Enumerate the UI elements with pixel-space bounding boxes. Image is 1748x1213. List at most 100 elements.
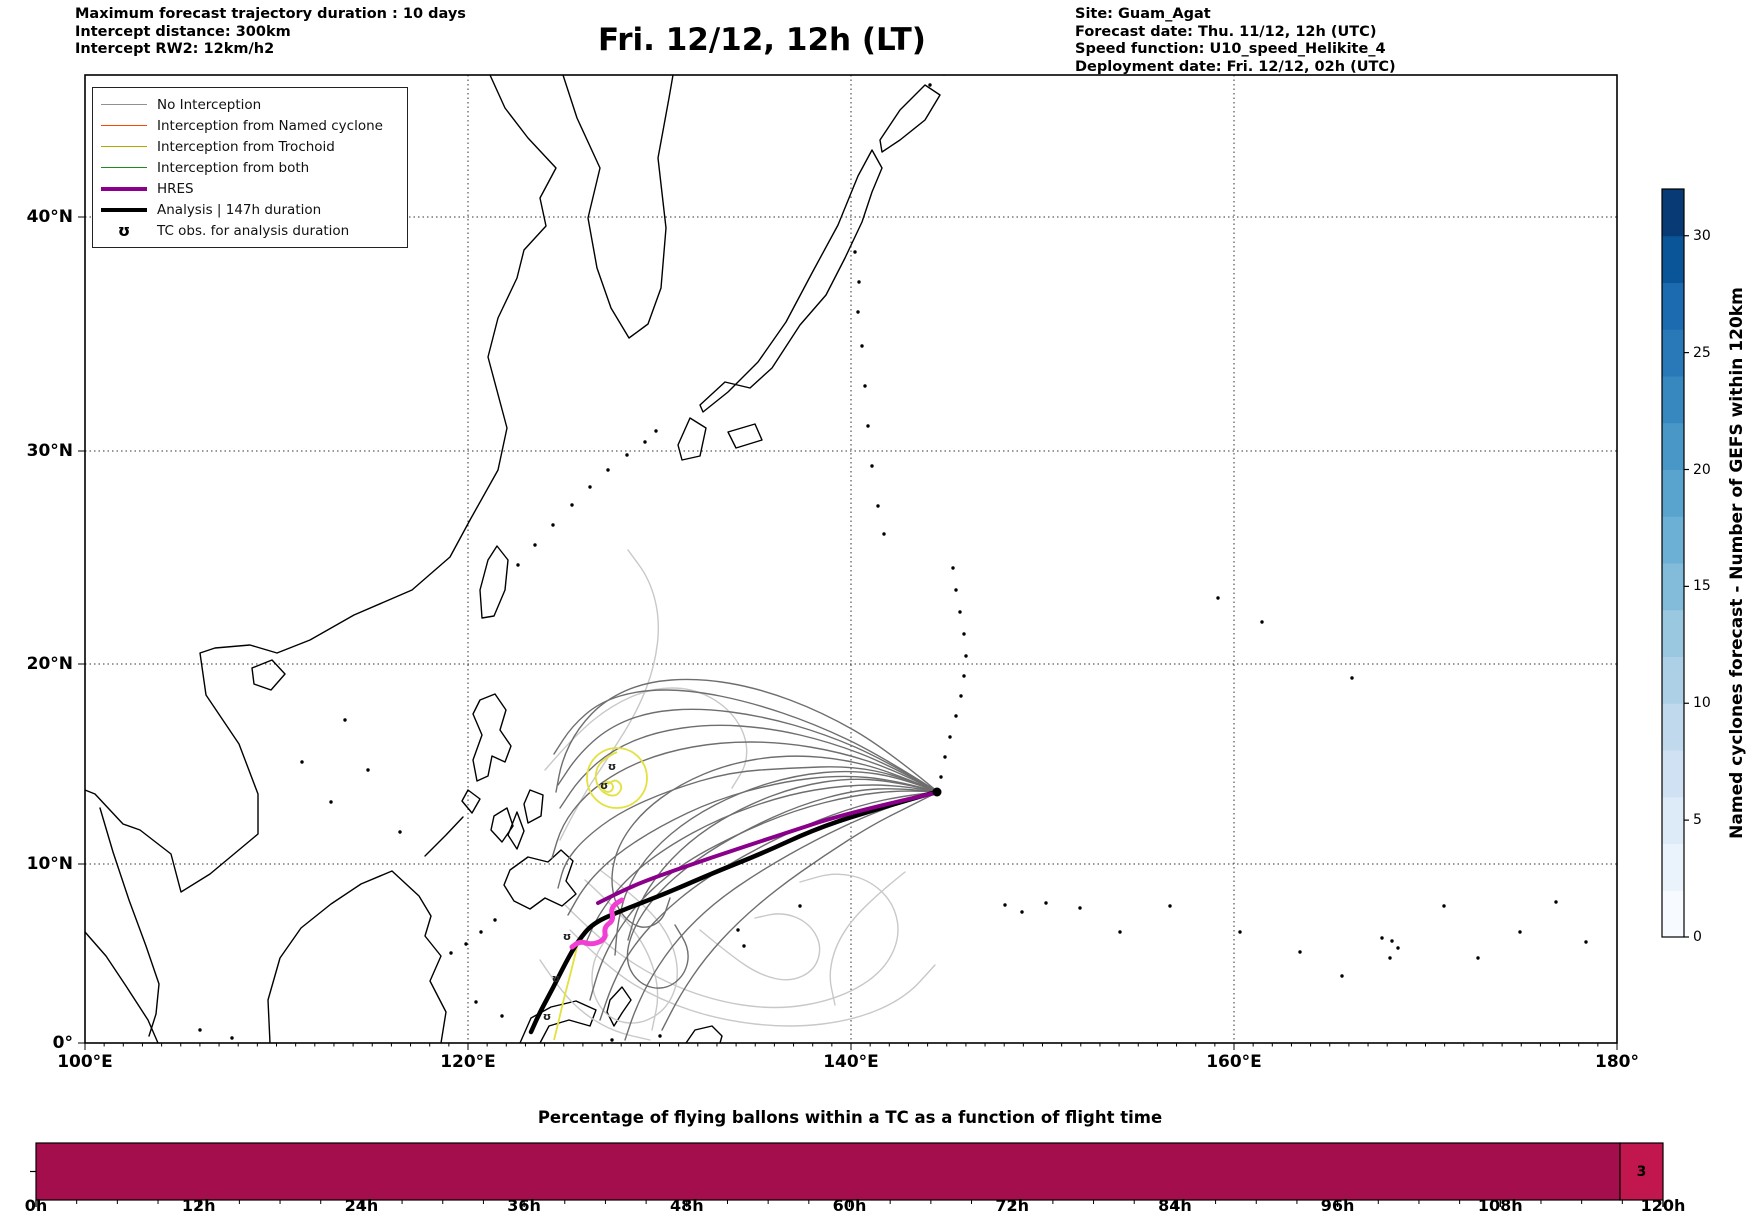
colorbar-segment bbox=[1662, 750, 1684, 798]
coast-palawan bbox=[424, 816, 464, 857]
legend-line-sample bbox=[101, 167, 147, 168]
colorbar-segment bbox=[1662, 890, 1684, 938]
legend-item: ʊ TC obs. for analysis duration bbox=[101, 220, 399, 241]
xtick-label: 120°E bbox=[440, 1052, 496, 1072]
trajectory-no-interception bbox=[539, 959, 651, 1041]
trajectory-no-interception bbox=[591, 869, 678, 1024]
colorbar-tick-label: 20 bbox=[1693, 461, 1711, 478]
trajectory-ensemble bbox=[627, 778, 939, 941]
coast-asia-mainland bbox=[85, 75, 557, 893]
trajectory-ensemble bbox=[555, 678, 939, 793]
bar-main-segment bbox=[35, 1142, 1621, 1201]
trochoid-circle bbox=[586, 747, 648, 809]
map-legend: No Interception Interception from Named c… bbox=[92, 87, 408, 248]
xtick-label: 180° bbox=[1595, 1052, 1639, 1072]
bar-highlight-segment bbox=[1619, 1142, 1664, 1201]
bar-xtick-label: 84h bbox=[1158, 1196, 1192, 1213]
colorbar-segment bbox=[1662, 656, 1684, 704]
island-dots bbox=[198, 75, 1588, 1042]
legend-item: Interception from both bbox=[101, 157, 399, 178]
tc-obs-marker: ʊ bbox=[608, 760, 617, 773]
colorbar-segment bbox=[1662, 469, 1684, 517]
header-left-block: Maximum forecast trajectory duration : 1… bbox=[75, 6, 466, 59]
colorbar-segment bbox=[1662, 563, 1684, 611]
bar-xtick-label: 120h bbox=[1640, 1196, 1686, 1213]
legend-line-sample bbox=[101, 186, 147, 191]
coast-hokkaido bbox=[879, 84, 941, 153]
coast-sumatra bbox=[85, 931, 159, 1043]
bottom-bar-chart bbox=[30, 1142, 1664, 1207]
coastlines bbox=[85, 75, 941, 1043]
ytick-label: 30°N bbox=[26, 441, 73, 461]
coast-borneo bbox=[267, 870, 447, 1043]
trajectory-ensemble bbox=[589, 790, 939, 1001]
coast-shikoku bbox=[727, 423, 763, 449]
legend-item-label: Interception from Named cyclone bbox=[157, 117, 383, 134]
ytick-label: 40°N bbox=[26, 207, 73, 227]
speed-function-text: Speed function: U10_speed_Helikite_4 bbox=[1075, 41, 1386, 57]
trajectory-no-interception bbox=[829, 871, 906, 1006]
bottom-chart-title: Percentage of flying ballons within a TC… bbox=[537, 1108, 1163, 1127]
map-axis-ticks bbox=[78, 216, 1618, 1050]
coast-negros bbox=[507, 811, 525, 850]
bar-xtick-label: 36h bbox=[507, 1196, 541, 1213]
colorbar-tick-label: 15 bbox=[1693, 578, 1711, 595]
xtick-label: 160°E bbox=[1206, 1052, 1262, 1072]
colorbar-segment bbox=[1662, 329, 1684, 377]
ytick-label: 0° bbox=[52, 1033, 73, 1053]
coast-korea bbox=[562, 75, 674, 339]
trajectory-no-interception bbox=[569, 929, 936, 1027]
colorbar-segment bbox=[1662, 282, 1684, 330]
colorbar-frame bbox=[1661, 188, 1685, 938]
page-title: Fri. 12/12, 12h (LT) bbox=[598, 22, 926, 58]
legend-item: Interception from Trochoid bbox=[101, 136, 399, 157]
trajectory-no-interception bbox=[699, 913, 821, 981]
intercept-distance-text: Intercept distance: 300km bbox=[75, 23, 291, 40]
coast-malay-peninsula bbox=[99, 807, 160, 1037]
xtick-label: 100°E bbox=[57, 1052, 113, 1072]
coast-mindanao bbox=[503, 849, 577, 910]
colorbar-segment bbox=[1662, 422, 1684, 470]
max-duration-text: Maximum forecast trajectory duration : 1… bbox=[75, 6, 466, 22]
coast-honshu bbox=[699, 149, 883, 413]
bar-xtick-label: 12h bbox=[181, 1196, 216, 1213]
colorbar-tick-label: 5 bbox=[1693, 812, 1702, 829]
deployment-point bbox=[932, 787, 942, 797]
colorbar-tick-label: 0 bbox=[1693, 929, 1702, 945]
coast-mindoro bbox=[461, 789, 481, 814]
tc-obs-marker: ʊ bbox=[563, 930, 572, 943]
bar-xtick-label: 48h bbox=[669, 1196, 704, 1213]
tc-obs-legend-icon: ʊ bbox=[117, 220, 131, 240]
legend-line-sample bbox=[101, 146, 147, 147]
legend-item: Interception from Named cyclone bbox=[101, 115, 399, 136]
trochoid-curl bbox=[594, 751, 623, 797]
trajectory-no-interception bbox=[544, 687, 748, 789]
intercept-rw2-text: Intercept RW2: 12km/h2 bbox=[75, 41, 275, 57]
bar-xtick-label: 24h bbox=[344, 1196, 379, 1213]
coast-taiwan bbox=[479, 545, 509, 619]
coast-samar bbox=[523, 789, 544, 824]
legend-item-label: No Interception bbox=[157, 96, 262, 113]
legend-item-label: Interception from both bbox=[157, 159, 310, 176]
legend-line-sample bbox=[101, 207, 147, 212]
tc-obs-marker: ʊ bbox=[552, 972, 561, 985]
trajectory-ensemble bbox=[553, 689, 939, 793]
legend-item: No Interception bbox=[101, 94, 399, 115]
trochoid-tail bbox=[553, 946, 578, 1041]
colorbar-segment bbox=[1662, 796, 1684, 844]
xtick-label: 140°E bbox=[823, 1052, 879, 1072]
legend-item: HRES bbox=[101, 178, 399, 199]
colorbar-axis-label: Named cyclones forecast - Number of GEFS… bbox=[1727, 287, 1747, 839]
coast-hainan bbox=[251, 659, 286, 691]
trajectory-ensemble bbox=[557, 708, 939, 793]
analysis-track bbox=[528, 789, 939, 1035]
legend-item: Analysis | 147h duration bbox=[101, 199, 399, 220]
legend-item-label: TC obs. for analysis duration bbox=[157, 222, 350, 239]
header-right-block: Site: Guam_Agat Forecast date: Thu. 11/1… bbox=[1075, 6, 1396, 76]
colorbar-tick-label: 25 bbox=[1693, 344, 1711, 361]
trajectory-ensemble bbox=[557, 766, 939, 889]
hres-track bbox=[596, 791, 937, 905]
legend-line-sample bbox=[101, 104, 147, 105]
colorbar-segment bbox=[1662, 516, 1684, 564]
